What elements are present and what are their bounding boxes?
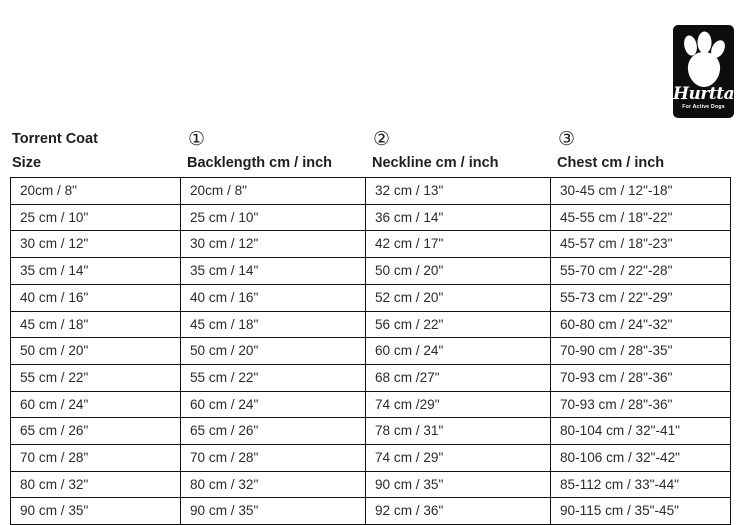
table-cell: 60 cm / 24" (365, 337, 551, 365)
table-cell: 50 cm / 20" (180, 337, 366, 365)
brand-wordmark: Hurtta (673, 84, 734, 104)
table-row: 30 cm / 12" 30 cm / 12" 42 cm / 17" 45-57 c… (10, 230, 731, 259)
table-cell: 60 cm / 24" (10, 390, 181, 419)
table-cell: 30 cm / 12" (180, 230, 366, 259)
table-cell: 36 cm / 14" (365, 203, 551, 232)
table-cell: 25 cm / 10" (10, 203, 181, 232)
table-row: 65 cm / 26" 65 cm / 26" 78 cm / 31" 80-104 … (10, 417, 731, 446)
table-cell: 78 cm / 31" (365, 417, 551, 446)
measure-marker-1-icon: ① (188, 129, 206, 150)
column-label-neckline: Neckline cm / inch (372, 155, 499, 171)
table-cell: 85-112 cm / 33"-44" (550, 470, 731, 499)
table-cell: 32 cm / 13" (365, 177, 551, 205)
table-cell: 90 cm / 35" (365, 470, 551, 499)
table-cell: 45-55 cm / 18"-22" (550, 203, 731, 232)
table-row: 90 cm / 35" 90 cm / 35" 92 cm / 36" 90-115 … (10, 497, 731, 525)
hurtta-logo: Hurtta For Active Dogs (673, 25, 734, 118)
table-cell: 90-115 cm / 35"-45" (550, 497, 731, 525)
table-cell: 65 cm / 26" (10, 417, 181, 446)
table-cell: 56 cm / 22" (365, 310, 551, 339)
table-cell: 20cm / 8" (10, 177, 181, 205)
page-title: Torrent Coat (12, 131, 98, 147)
table-cell: 60-80 cm / 24"-32" (550, 310, 731, 339)
table-cell: 20cm / 8" (180, 177, 366, 205)
table-cell: 80-104 cm / 32"-41" (550, 417, 731, 446)
table-cell: 25 cm / 10" (180, 203, 366, 232)
table-cell: 80-106 cm / 32"-42" (550, 444, 731, 472)
table-cell: 65 cm / 26" (180, 417, 366, 446)
table-row: 60 cm / 24" 60 cm / 24" 74 cm /29" 70-93 cm… (10, 390, 731, 419)
table-row: 25 cm / 10" 25 cm / 10" 36 cm / 14" 45-55 c… (10, 203, 731, 232)
table-row: 20cm / 8" 20cm / 8" 32 cm / 13" 30-45 cm / … (10, 177, 731, 205)
brand-tagline: For Active Dogs (682, 104, 725, 110)
table-cell: 90 cm / 35" (10, 497, 181, 525)
table-cell: 45-57 cm / 18"-23" (550, 230, 731, 259)
table-cell: 55-73 cm / 22"-29" (550, 283, 731, 312)
table-row: 50 cm / 20" 50 cm / 20" 60 cm / 24" 70-90 c… (10, 337, 731, 365)
table-cell: 50 cm / 20" (10, 337, 181, 365)
table-cell: 70-93 cm / 28"-36" (550, 390, 731, 419)
table-cell: 80 cm / 32" (180, 470, 366, 499)
table-cell: 45 cm / 18" (10, 310, 181, 339)
table-row: 80 cm / 32" 80 cm / 32" 90 cm / 35" 85-112 … (10, 470, 731, 499)
table-cell: 35 cm / 14" (10, 257, 181, 285)
table-cell: 60 cm / 24" (180, 390, 366, 419)
table-cell: 55 cm / 22" (180, 363, 366, 392)
table-cell: 74 cm / 29" (365, 444, 551, 472)
column-label-backlength: Backlength cm / inch (187, 155, 333, 171)
table-cell: 70 cm / 28" (180, 444, 366, 472)
table-cell: 45 cm / 18" (180, 310, 366, 339)
table-cell: 42 cm / 17" (365, 230, 551, 259)
table-cell: 55-70 cm / 22"-28" (550, 257, 731, 285)
table-cell: 74 cm /29" (365, 390, 551, 419)
table-cell: 90 cm / 35" (180, 497, 366, 525)
table-row: 35 cm / 14" 35 cm / 14" 50 cm / 20" 55-70 c… (10, 257, 731, 285)
table-cell: 80 cm / 32" (10, 470, 181, 499)
measure-marker-2-icon: ② (373, 129, 391, 150)
table-cell: 40 cm / 16" (180, 283, 366, 312)
table-cell: 35 cm / 14" (180, 257, 366, 285)
table-cell: 70 cm / 28" (10, 444, 181, 472)
table-cell: 30 cm / 12" (10, 230, 181, 259)
table-cell: 55 cm / 22" (10, 363, 181, 392)
measure-marker-3-icon: ③ (558, 129, 576, 150)
table-cell: 52 cm / 20" (365, 283, 551, 312)
column-label-chest: Chest cm / inch (557, 155, 665, 171)
table-cell: 92 cm / 36" (365, 497, 551, 525)
table-cell: 70-93 cm / 28"-36" (550, 363, 731, 392)
size-chart-table: 20cm / 8" 20cm / 8" 32 cm / 13" 30-45 cm / … (10, 177, 731, 525)
table-cell: 30-45 cm / 12"-18" (550, 177, 731, 205)
paw-print-icon (673, 29, 734, 87)
table-row: 55 cm / 22" 55 cm / 22" 68 cm /27" 70-93 cm… (10, 363, 731, 392)
table-cell: 40 cm / 16" (10, 283, 181, 312)
column-label-size: Size (12, 155, 42, 171)
table-cell: 68 cm /27" (365, 363, 551, 392)
table-row: 45 cm / 18" 45 cm / 18" 56 cm / 22" 60-80 c… (10, 310, 731, 339)
table-row: 40 cm / 16" 40 cm / 16" 52 cm / 20" 55-73 c… (10, 283, 731, 312)
table-row: 70 cm / 28" 70 cm / 28" 74 cm / 29" 80-106 … (10, 444, 731, 472)
table-cell: 70-90 cm / 28"-35" (550, 337, 731, 365)
table-cell: 50 cm / 20" (365, 257, 551, 285)
